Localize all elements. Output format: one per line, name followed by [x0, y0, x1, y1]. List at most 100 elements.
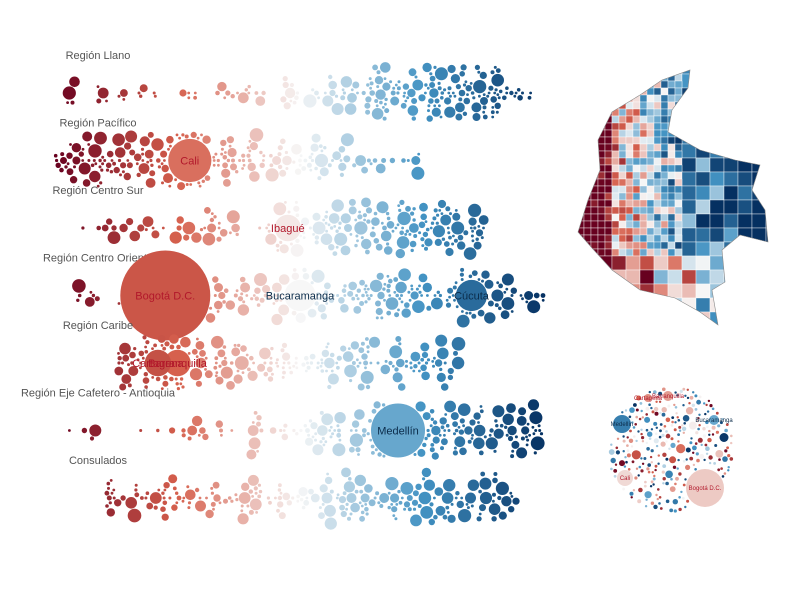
- municipality-point: [460, 64, 467, 71]
- pack-point: [647, 463, 651, 467]
- map-region: [709, 70, 725, 75]
- municipality-point: [230, 429, 234, 432]
- municipality-point: [371, 108, 384, 120]
- map-region: [618, 150, 627, 159]
- municipality-point: [251, 421, 255, 424]
- municipality-point: [539, 432, 544, 436]
- municipality-point: [187, 501, 192, 505]
- municipality-point: [505, 91, 509, 95]
- municipality-point: [81, 226, 85, 230]
- municipality-point: [220, 152, 224, 156]
- map-region: [751, 297, 767, 313]
- pack-point: [654, 411, 659, 416]
- municipality-point: [325, 302, 329, 305]
- municipality-point: [139, 94, 143, 98]
- map-region: [653, 164, 662, 173]
- municipality-point: [510, 495, 514, 498]
- municipality-point: [409, 223, 419, 233]
- municipality-point: [433, 294, 437, 297]
- municipality-point: [482, 93, 486, 96]
- map-region: [639, 73, 648, 82]
- municipality-point: [210, 501, 216, 507]
- municipality-point: [166, 135, 174, 144]
- map-region: [723, 129, 739, 145]
- municipality-point: [388, 360, 393, 366]
- map-region: [723, 70, 739, 75]
- municipality-point: [524, 291, 534, 300]
- map-region: [723, 241, 739, 257]
- municipality-point: [396, 358, 405, 368]
- pack-point: [627, 468, 631, 471]
- map-region: [578, 122, 585, 131]
- map-region: [674, 108, 683, 117]
- map-region: [611, 101, 620, 110]
- municipality-point: [129, 149, 136, 156]
- municipality-point: [453, 94, 457, 98]
- pack-point: [635, 439, 638, 443]
- municipality-point: [279, 240, 283, 244]
- map-region: [646, 157, 655, 166]
- municipality-point: [337, 428, 341, 433]
- pack-point: [662, 452, 667, 457]
- municipality-point: [459, 418, 465, 424]
- municipality-point: [399, 230, 405, 236]
- municipality-point: [295, 238, 300, 243]
- map-region: [765, 185, 768, 201]
- municipality-point: [509, 90, 514, 96]
- municipality-point: [333, 429, 337, 432]
- map-region: [590, 227, 599, 236]
- map-region: [681, 227, 697, 243]
- municipality-point: [127, 383, 132, 388]
- map-region: [632, 108, 641, 117]
- municipality-point: [420, 294, 423, 297]
- municipality-point: [187, 352, 191, 355]
- city-label: Ibagué: [271, 223, 305, 235]
- municipality-point: [280, 138, 286, 145]
- map-region: [632, 227, 641, 236]
- pack-point: [648, 403, 651, 407]
- municipality-point: [269, 356, 273, 360]
- municipality-point: [279, 169, 287, 177]
- municipality-point: [217, 163, 220, 167]
- municipality-point: [139, 429, 143, 432]
- municipality-point: [223, 498, 228, 504]
- map-region: [584, 60, 591, 67]
- pack-point: [648, 437, 652, 440]
- municipality-point: [332, 294, 335, 297]
- map-region: [639, 108, 648, 117]
- pack-point: [622, 450, 625, 453]
- municipality-point: [356, 364, 360, 368]
- municipality-point: [237, 513, 249, 525]
- municipality-point: [137, 224, 145, 232]
- map-region: [570, 67, 577, 74]
- municipality-point: [479, 491, 493, 505]
- pack-point: [671, 416, 675, 419]
- municipality-point: [144, 350, 149, 354]
- municipality-point: [288, 366, 292, 370]
- municipality-point: [352, 81, 360, 89]
- map-region: [590, 101, 599, 110]
- municipality-point: [354, 409, 365, 420]
- municipality-point: [78, 162, 91, 175]
- map-region: [660, 248, 669, 257]
- municipality-point: [468, 274, 473, 279]
- municipality-point: [460, 267, 465, 272]
- pack-point: [684, 478, 687, 481]
- map-region: [570, 130, 577, 137]
- map-region: [578, 311, 585, 325]
- municipality-point: [305, 496, 309, 500]
- map-region: [765, 255, 768, 271]
- municipality-point: [339, 504, 345, 511]
- pack-point: [636, 395, 642, 401]
- map-region: [625, 157, 634, 166]
- map-region: [709, 101, 725, 117]
- map-region: [618, 192, 627, 201]
- map-region: [597, 283, 613, 299]
- map-region: [674, 206, 683, 215]
- municipality-point: [433, 356, 436, 360]
- pack-point: [729, 457, 734, 461]
- municipality-point: [153, 343, 158, 348]
- municipality-point: [66, 101, 69, 104]
- municipality-point: [332, 151, 342, 161]
- municipality-point: [195, 357, 207, 369]
